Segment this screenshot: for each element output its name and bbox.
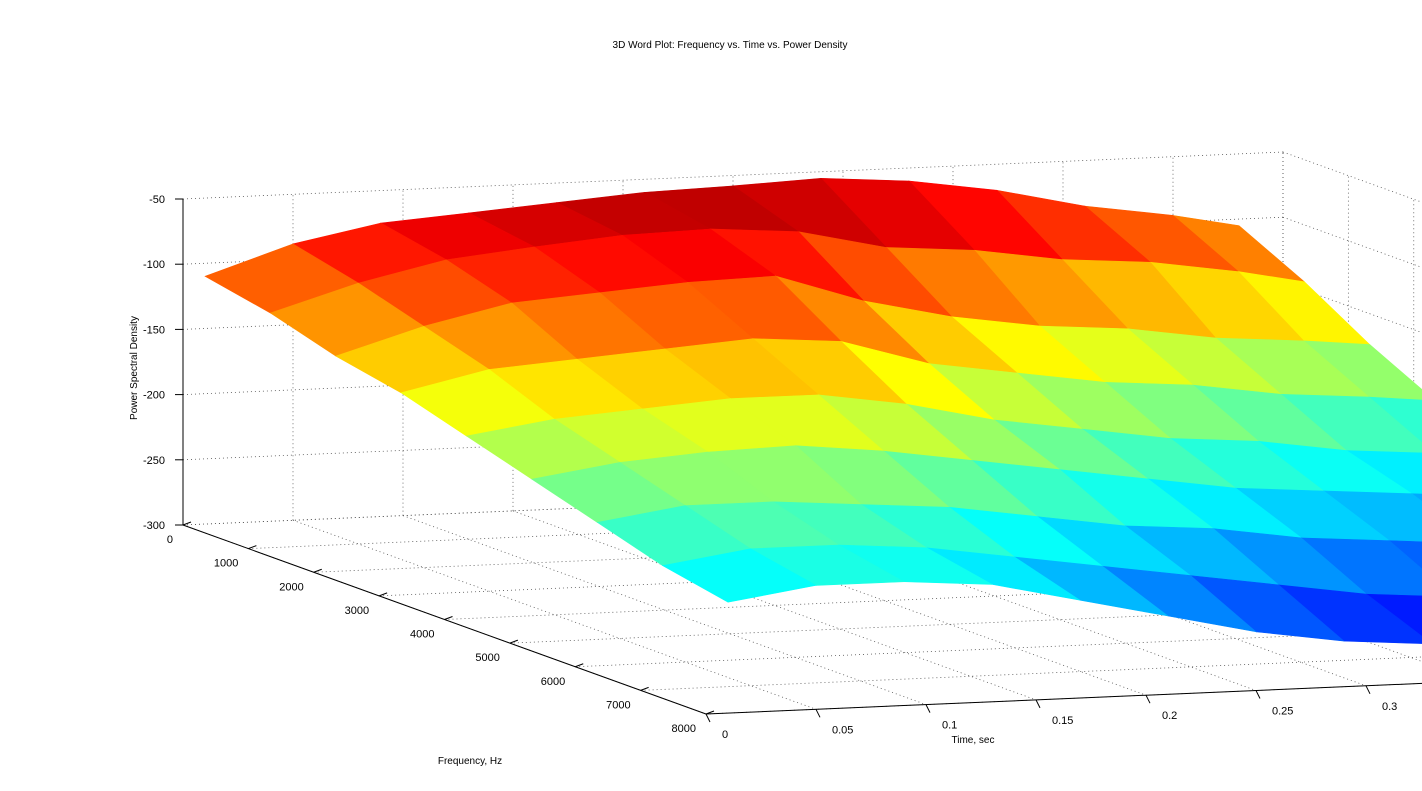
x-tick-label: 4000	[410, 629, 434, 641]
x-tick-mark	[705, 710, 715, 715]
y-tick-label: 0.25	[1272, 706, 1293, 718]
y-tick-mark	[1365, 685, 1371, 695]
x-tick-label: 5000	[475, 652, 499, 664]
x-tick-label: 1000	[214, 558, 238, 570]
x-tick-mark	[640, 686, 649, 691]
wall-grid-line	[1282, 216, 1422, 268]
axis-line	[705, 682, 1422, 715]
y-tick-mark	[815, 709, 821, 718]
x-tick-label: 6000	[541, 676, 565, 688]
y-tick-mark	[1255, 690, 1261, 699]
floor-grid-line	[512, 510, 1037, 701]
wall-grid-line	[1282, 151, 1422, 203]
z-tick-label: -150	[143, 324, 165, 336]
y-tick-label: 0.2	[1162, 710, 1177, 722]
x-tick-label: 0	[167, 534, 173, 546]
floor-grid-line	[640, 656, 1422, 691]
surface-patch	[661, 548, 817, 603]
x-tick-mark	[509, 639, 519, 644]
z-tick-label: -100	[143, 259, 165, 271]
x-tick-label: 7000	[606, 699, 630, 711]
floor-grid-line	[705, 683, 1422, 715]
y-tick-mark	[705, 713, 711, 723]
x-tick-mark	[444, 616, 453, 620]
floor-grid-line	[292, 519, 817, 710]
y-tick-label: 0.15	[1052, 715, 1073, 727]
x-tick-mark	[575, 663, 584, 668]
y-tick-label: 0	[722, 729, 728, 741]
x-tick-label: 8000	[672, 723, 696, 735]
y-tick-label: 0.05	[832, 724, 853, 736]
surface	[204, 177, 1422, 644]
x-tick-label: 3000	[345, 605, 369, 617]
x-tick-mark	[182, 521, 192, 526]
y-tick-mark	[1035, 699, 1041, 709]
y-tick-label: 0.3	[1382, 701, 1397, 713]
floor-grid-line	[402, 515, 927, 705]
y-axis-title: Time, sec	[952, 735, 995, 746]
x-tick-mark	[378, 592, 388, 597]
y-tick-mark	[1145, 694, 1151, 704]
z-tick-label: -250	[143, 455, 165, 467]
z-axis-title: Power Spectral Density	[129, 316, 140, 420]
y-tick-mark	[925, 704, 931, 713]
z-tick-label: -200	[143, 390, 165, 402]
y-tick-label: 0.1	[942, 720, 957, 732]
wall-grid-line	[1282, 282, 1422, 334]
chart-title: 3D Word Plot: Frequency vs. Time vs. Pow…	[613, 40, 848, 51]
z-tick-label: -50	[149, 194, 165, 206]
axis-ticks: -300 -250 -200 -150 -100 -50 0 1000 2000 3000 4000…	[143, 194, 1397, 741]
x-tick-mark	[313, 568, 322, 573]
x-tick-mark	[248, 545, 257, 550]
x-axis-title: Frequency, Hz	[438, 756, 502, 767]
z-tick-label: -300	[143, 520, 165, 532]
x-tick-label: 2000	[279, 581, 303, 593]
